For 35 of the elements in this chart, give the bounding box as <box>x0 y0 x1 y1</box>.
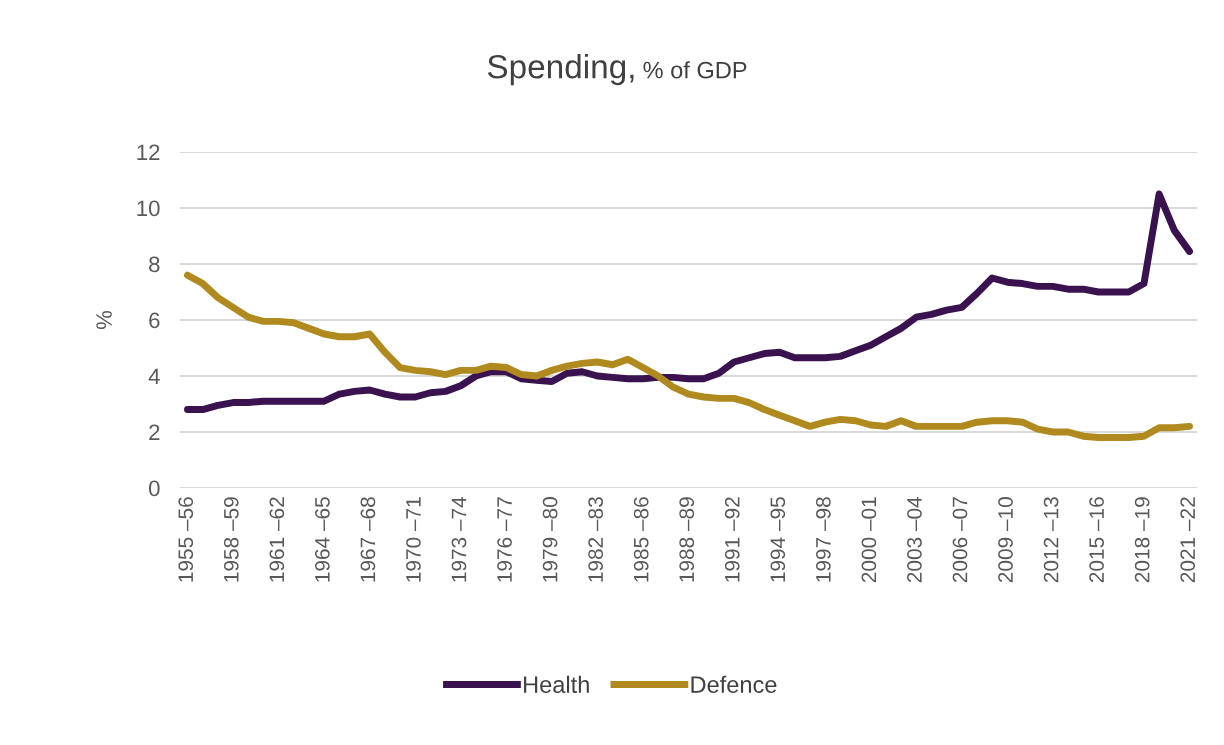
y-axis-title: % <box>96 310 112 330</box>
x-tick-label: 1958 –59 <box>223 497 239 582</box>
x-tick-label: 1970 –71 <box>406 497 421 582</box>
x-tick-label: 1955 –56 <box>178 497 194 582</box>
x-tick-label: 1967 –68 <box>360 497 376 582</box>
y-tick-label: 0 <box>148 480 160 497</box>
x-tick-label: 1982 –83 <box>588 497 603 582</box>
y-tick-label: 2 <box>149 424 160 441</box>
x-tick-label: 2009 –10 <box>998 497 1013 583</box>
x-tick-label: 1997 –98 <box>815 497 831 582</box>
x-tick-label: 2015 –16 <box>1089 497 1104 583</box>
legend-label: Defence <box>691 675 777 694</box>
x-tick-label: 2018 –19 <box>1134 497 1150 583</box>
x-tick-label: 1973 –74 <box>451 496 467 582</box>
x-tick-label: 2021 –22 <box>1180 497 1196 583</box>
y-tick-label: 12 <box>137 144 160 161</box>
y-tick-label: 8 <box>149 256 160 273</box>
legend-label: Health <box>524 675 589 694</box>
chart-title: Spending, <box>487 54 634 86</box>
x-tick-label: 2012 –13 <box>1043 497 1059 583</box>
y-tick-label: 4 <box>148 368 160 385</box>
x-tick-label: 1979 –80 <box>542 497 558 582</box>
x-tick-label: 1985 –86 <box>633 497 649 582</box>
y-tick-label: 10 <box>137 200 160 217</box>
x-tick-label: 1988 –89 <box>679 497 695 582</box>
chart-subtitle: % of GDP <box>643 61 747 79</box>
x-tick-label: 1964 –65 <box>314 497 330 582</box>
x-tick-label: 2003 –04 <box>907 496 922 583</box>
x-tick-label: 2000 –01 <box>861 497 877 583</box>
x-tick-label: 2006 –07 <box>952 497 968 583</box>
x-tick-label: 1976 –77 <box>497 497 512 582</box>
y-tick-label: 6 <box>149 312 160 329</box>
x-tick-label: 1991 –92 <box>724 497 740 582</box>
x-tick-label: 1994 –95 <box>770 497 786 582</box>
x-tick-label: 1961 –62 <box>269 497 285 582</box>
